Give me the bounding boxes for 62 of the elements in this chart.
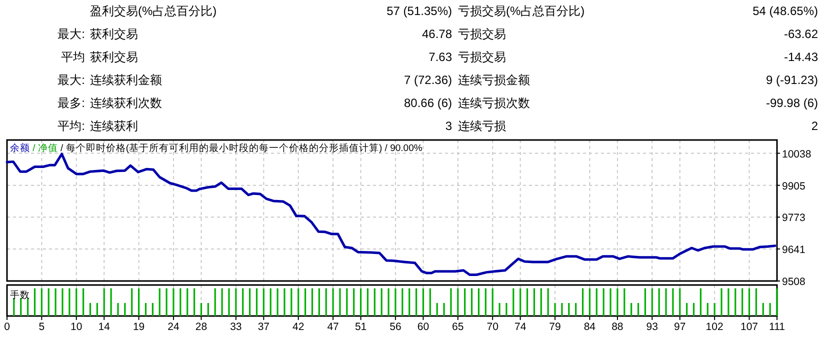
text: 盈利交易(%占总百分比) [90, 4, 217, 18]
x-tick-label: 42 [292, 321, 304, 333]
text: 54 (48.65%) [752, 4, 818, 18]
x-tick-label: 37 [258, 321, 270, 333]
y-tick-label: 9773 [782, 212, 806, 224]
x-tick-label: 28 [195, 321, 208, 333]
text: 获利交易 [90, 50, 138, 64]
x-tick-label: 5 [38, 321, 45, 333]
x-tick-label: 74 [514, 321, 526, 333]
text: -14.43 [784, 50, 818, 64]
text: 80.66 (6) [404, 96, 452, 110]
text: 连续亏损次数 [458, 96, 530, 110]
text: -99.98 (6) [766, 96, 818, 110]
x-tick-label: 88 [612, 321, 624, 333]
text: 亏损交易 [458, 27, 506, 41]
x-tick-label: 10 [70, 321, 82, 333]
x-tick-label: 102 [706, 321, 724, 333]
x-tick-label: 51 [354, 321, 367, 333]
x-tick-label: 19 [132, 321, 145, 333]
x-tick-label: 65 [452, 321, 464, 333]
text: 最大: [58, 73, 85, 87]
text: 3 [445, 119, 452, 133]
x-tick-label: 79 [549, 321, 562, 333]
x-tick-label: 111 [769, 321, 786, 333]
chart-title: 手数 [10, 289, 30, 301]
chart-title: 余额 / 净值 / 每个即时价格(基于所有可利用的最小时段的每一个价格的分形插值计算) / 90.00% [10, 142, 423, 154]
text: 最大: [58, 27, 85, 41]
text: 亏损交易 [458, 50, 506, 64]
text: 连续亏损 [458, 119, 506, 133]
y-tick-label: 9641 [782, 244, 806, 256]
text: 最多: [58, 96, 85, 110]
y-tick-label: 10038 [782, 148, 812, 160]
text: 连续获利金额 [90, 73, 162, 87]
x-tick-label: 84 [584, 321, 596, 333]
x-tick-label: 60 [417, 321, 430, 333]
text: 46.78 [422, 27, 452, 41]
text: 7.63 [428, 50, 452, 64]
x-tick-label: 33 [230, 321, 242, 333]
line-series [6, 152, 776, 276]
x-tick-label: 107 [740, 321, 758, 333]
text: 9 (-91.23) [766, 73, 818, 87]
text: 连续获利 [90, 119, 138, 133]
x-tick-label: 56 [390, 321, 402, 333]
text: 2 [811, 119, 818, 133]
text: 平均 [61, 50, 85, 64]
text: 7 (72.36) [404, 73, 452, 87]
text: 平均: [58, 119, 85, 133]
text: 连续获利次数 [90, 96, 162, 110]
text: 连续亏损金额 [458, 73, 530, 87]
x-tick-label: 14 [98, 321, 110, 333]
x-tick-label: 47 [327, 321, 340, 333]
text: -63.62 [784, 27, 818, 41]
x-tick-label: 0 [4, 321, 10, 333]
text: 57 (51.35%) [386, 4, 452, 18]
x-tick-label: 97 [674, 321, 686, 333]
y-tick-label: 9905 [782, 180, 806, 192]
text: 亏损交易(%占总百分比) [458, 4, 585, 18]
x-tick-label: 24 [168, 321, 180, 333]
y-tick-label: 9508 [782, 276, 806, 288]
text: 获利交易 [90, 27, 138, 41]
x-tick-label: 93 [646, 321, 658, 333]
x-tick-label: 70 [486, 321, 499, 333]
